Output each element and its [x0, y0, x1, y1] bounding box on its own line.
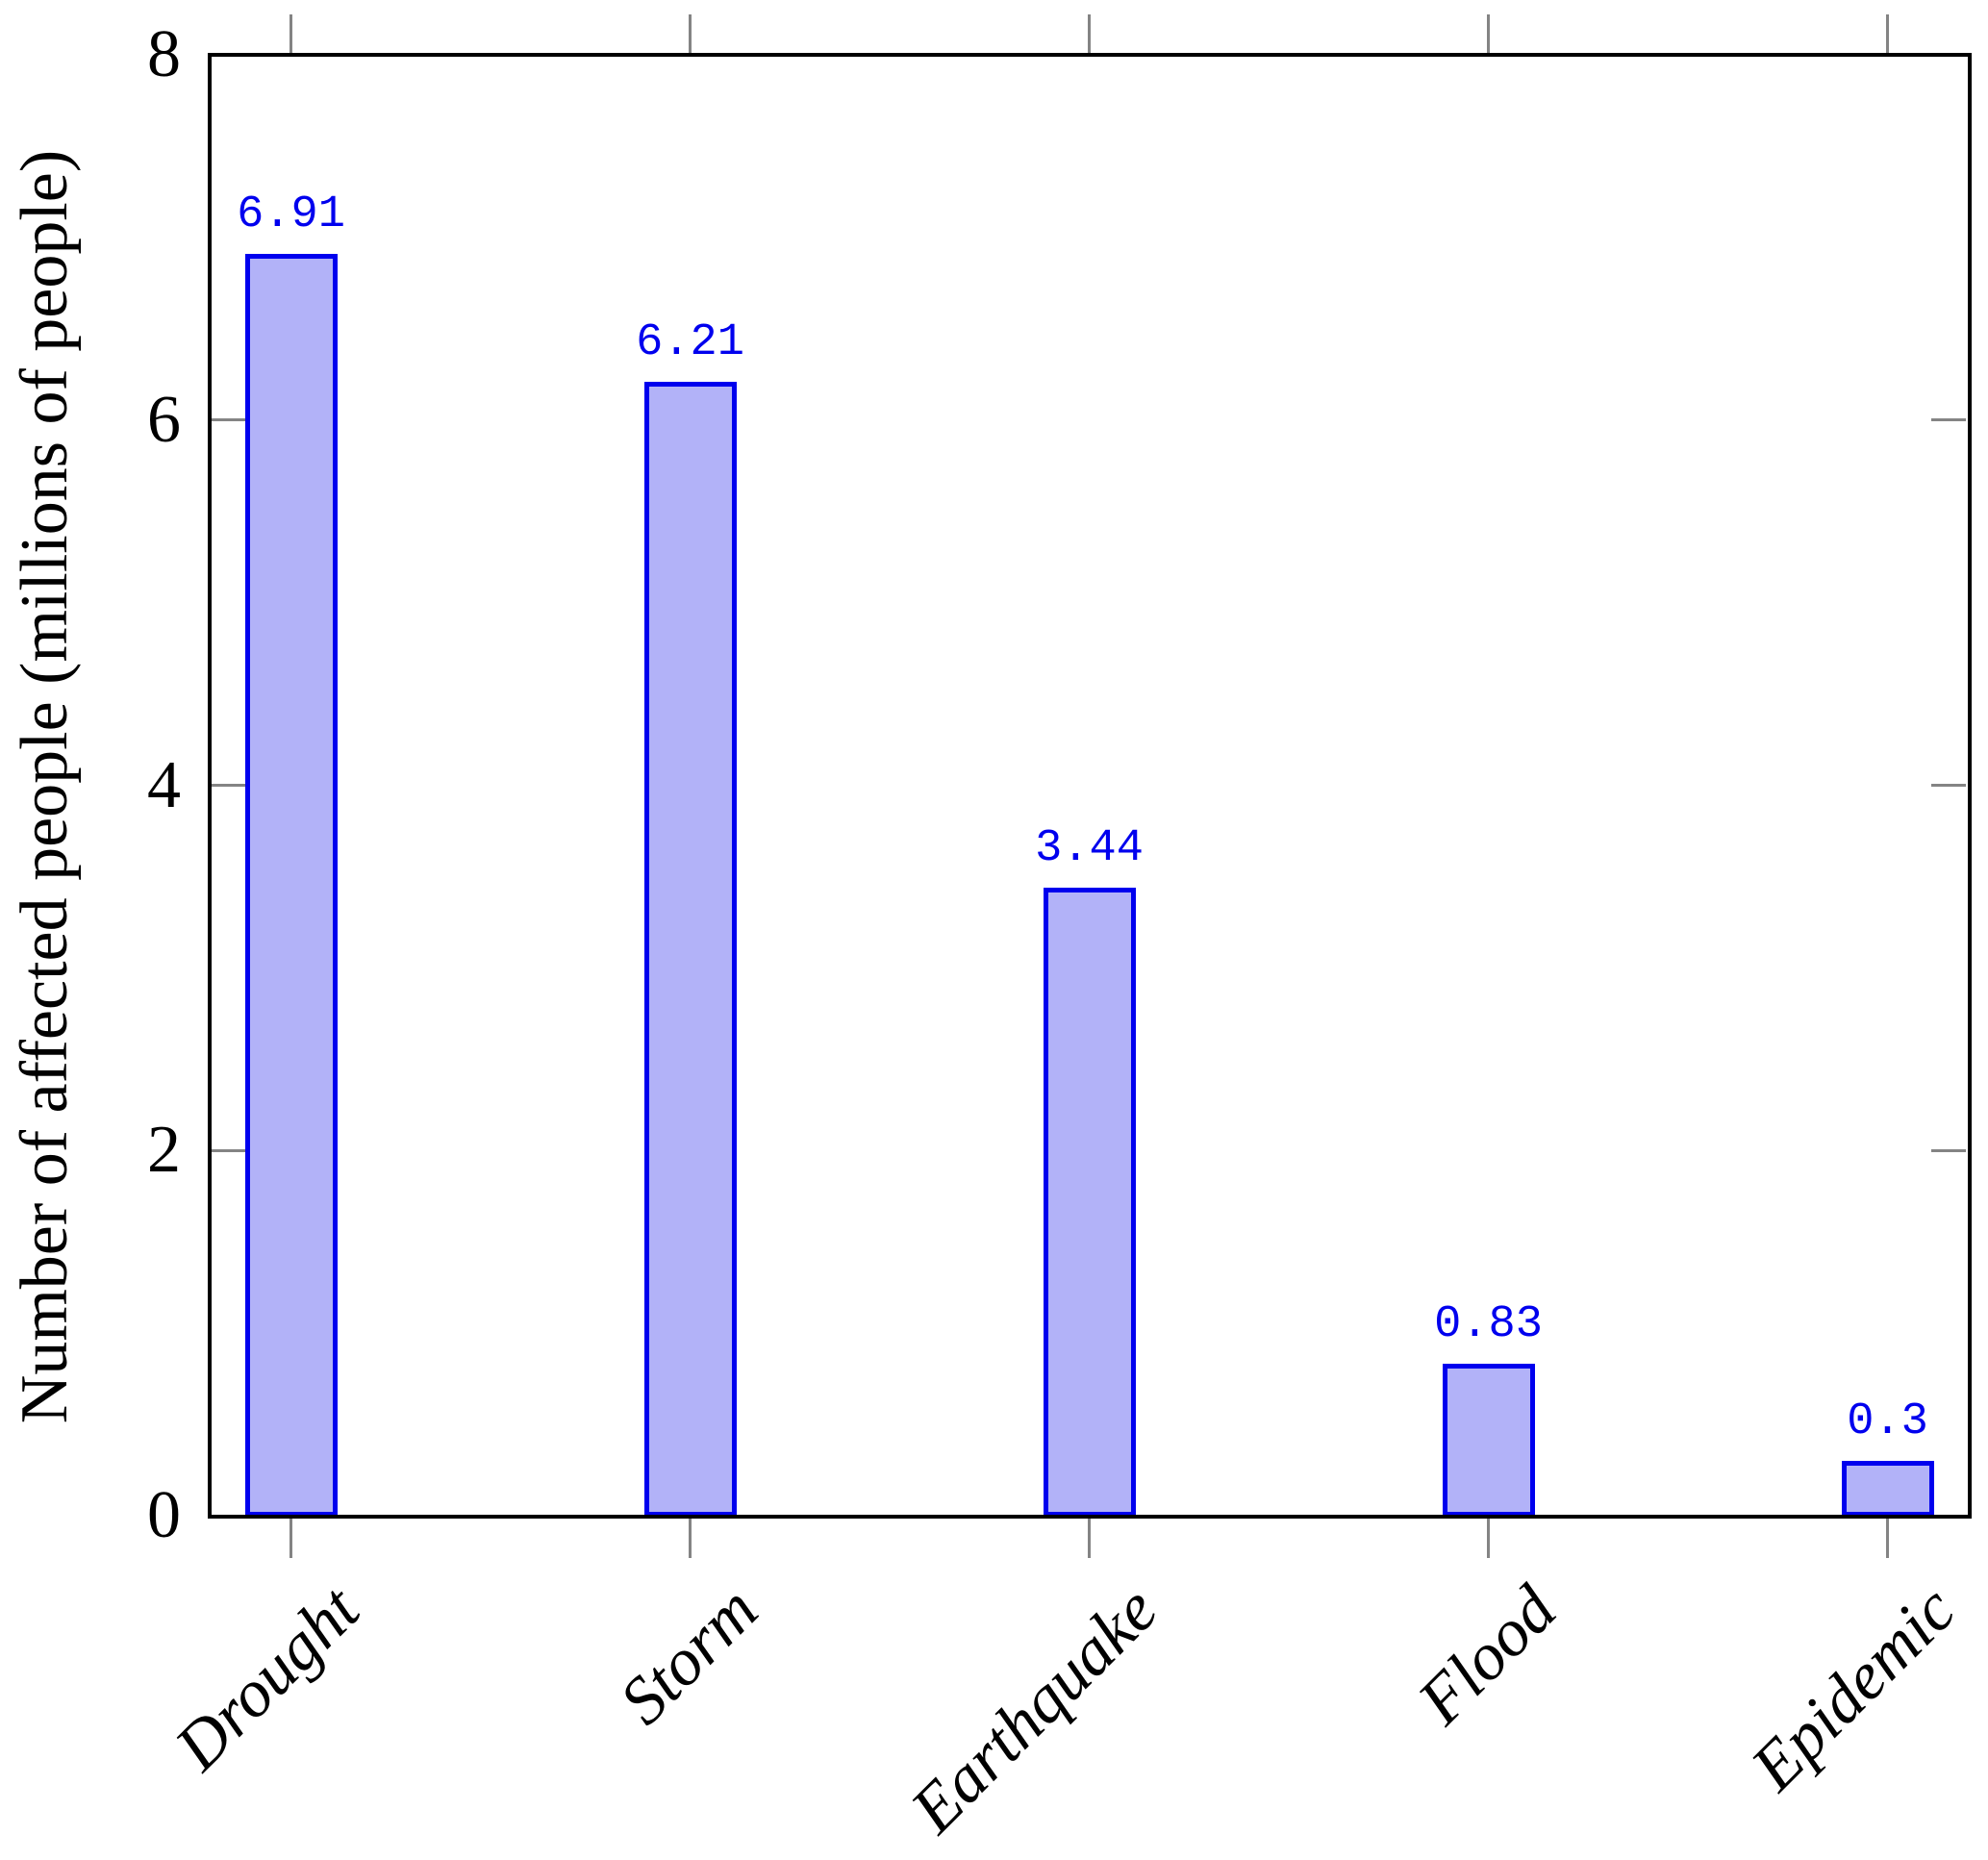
x-tick-mark-top	[689, 14, 692, 55]
bar-value-label: 0.3	[1847, 1396, 1928, 1448]
plot-border	[208, 53, 1972, 1519]
bar-value-label: 0.83	[1434, 1299, 1543, 1351]
x-category-label: Drought	[161, 1572, 374, 1785]
y-tick-mark-right	[1931, 418, 1966, 422]
bar-value-label: 6.91	[237, 189, 345, 240]
y-tick-mark-right	[1931, 784, 1966, 787]
y-tick-mark-left	[212, 784, 246, 787]
bar-epidemic	[1841, 1461, 1934, 1517]
bar-value-label: 6.21	[636, 316, 744, 368]
x-tick-mark-top	[1487, 14, 1490, 55]
bar-earthquake	[1043, 887, 1136, 1517]
bar-drought	[244, 253, 338, 1517]
x-tick-mark-bottom	[1088, 1518, 1091, 1558]
y-tick-label: 8	[147, 17, 181, 91]
x-tick-mark-bottom	[1487, 1518, 1490, 1558]
x-tick-mark-top	[1088, 14, 1091, 55]
y-tick-label: 2	[147, 1113, 181, 1188]
x-tick-mark-bottom	[289, 1518, 292, 1558]
x-category-label: Flood	[1404, 1572, 1572, 1739]
y-tick-label: 0	[147, 1478, 181, 1552]
x-category-label: Epidemic	[1737, 1572, 1971, 1805]
y-tick-mark-left	[212, 1148, 246, 1152]
y-tick-label: 4	[147, 747, 181, 822]
x-tick-mark-top	[289, 14, 292, 55]
y-tick-mark-right	[1931, 1148, 1966, 1152]
bar-storm	[643, 381, 737, 1517]
y-tick-label: 6	[147, 382, 181, 457]
x-category-label: Earthquake	[896, 1572, 1172, 1847]
bar-flood	[1442, 1364, 1535, 1517]
x-tick-mark-bottom	[1886, 1518, 1889, 1558]
y-axis-label: Number of affected people (millions of p…	[8, 149, 82, 1424]
bar-value-label: 3.44	[1035, 822, 1144, 874]
x-tick-mark-top	[1886, 14, 1889, 55]
x-tick-mark-bottom	[689, 1518, 692, 1558]
x-category-label: Storm	[606, 1572, 773, 1739]
y-tick-mark-left	[212, 418, 246, 422]
